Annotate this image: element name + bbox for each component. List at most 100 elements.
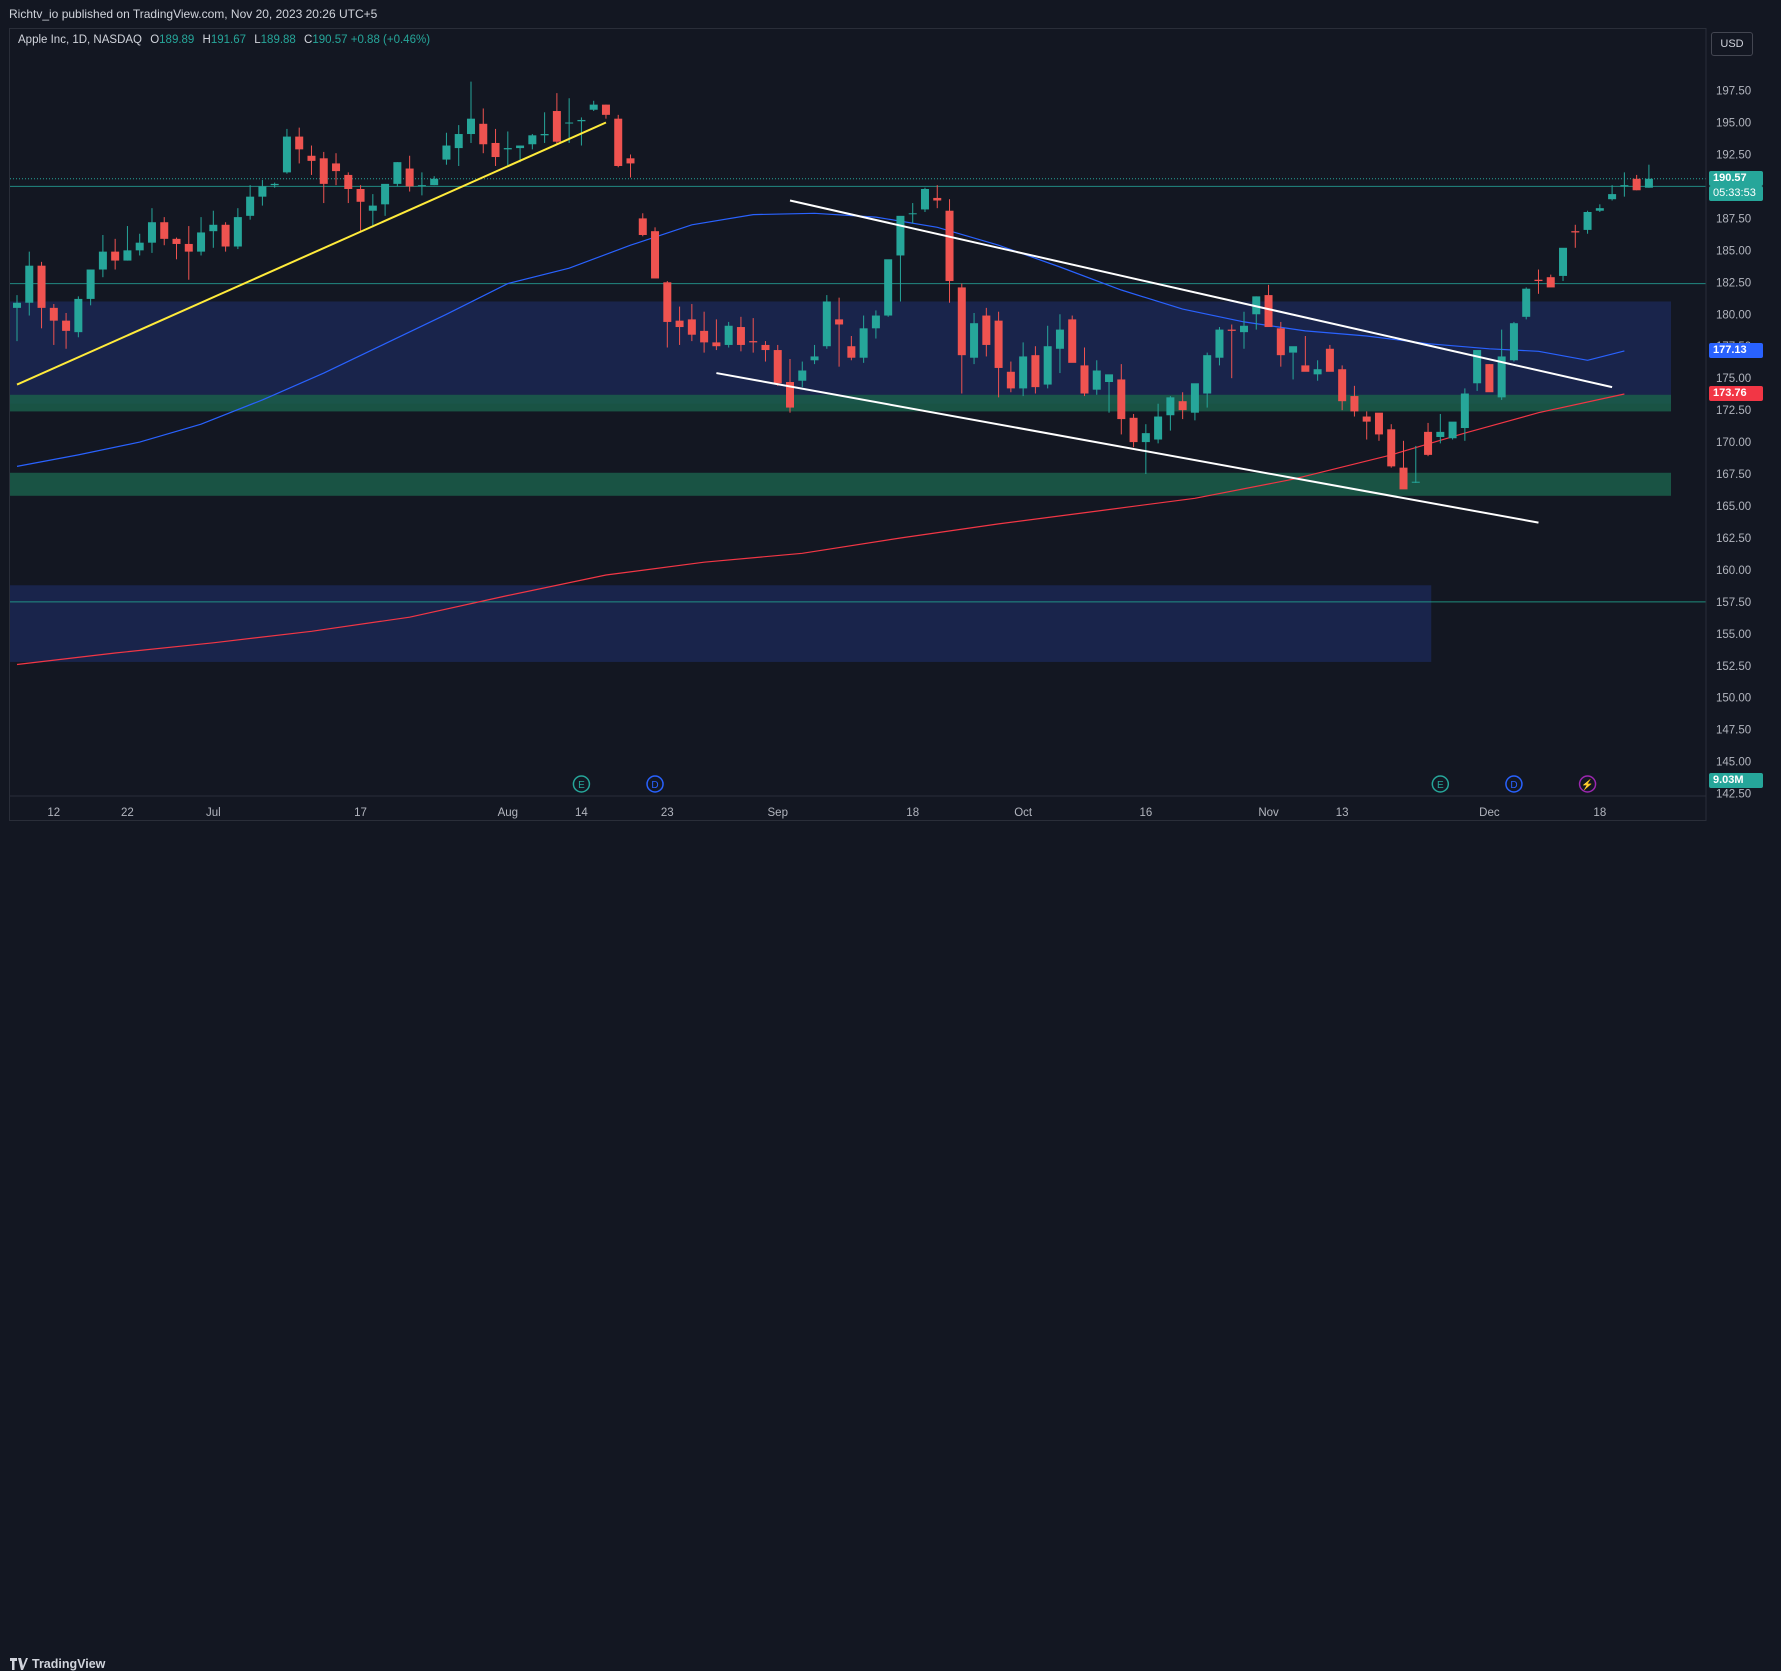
candle — [1289, 346, 1298, 380]
candle — [123, 226, 132, 261]
candle — [859, 315, 868, 363]
candle — [749, 318, 758, 353]
candle — [1546, 274, 1555, 288]
candle-body — [184, 243, 193, 252]
candle-body — [1411, 481, 1420, 483]
candle — [1534, 269, 1543, 294]
candle-body — [1105, 374, 1114, 383]
trendline-white-1 — [789, 199, 1613, 389]
candle-body — [258, 186, 267, 197]
y-tick-label: 160.00 — [1716, 565, 1751, 577]
close-label: C — [304, 34, 313, 46]
candle-body — [197, 232, 206, 252]
candle-body — [37, 265, 46, 308]
candle-body — [687, 319, 696, 335]
candle — [1031, 346, 1040, 394]
candle-body — [847, 346, 856, 358]
candle-body — [1460, 393, 1469, 429]
x-tick-label: 18 — [906, 807, 919, 819]
trendline-white-2 — [716, 372, 1539, 524]
candle-body — [1117, 379, 1126, 420]
candle — [1141, 424, 1150, 475]
publish-info: Richtv_io published on TradingView.com, … — [9, 7, 378, 21]
candle — [884, 259, 893, 317]
candle-body — [1215, 329, 1224, 358]
x-tick-label: Dec — [1479, 807, 1500, 819]
candle-body — [1129, 417, 1138, 443]
candle — [651, 227, 660, 279]
candle-body — [945, 210, 954, 282]
candle-body — [1190, 383, 1199, 413]
volume-price-label: 9.03M — [1709, 773, 1763, 788]
candle — [442, 132, 451, 165]
event-label: D — [651, 780, 658, 791]
candle — [1448, 421, 1457, 440]
symbol-label[interactable]: Apple Inc, 1D, NASDAQ — [18, 34, 142, 46]
candle-body — [1325, 348, 1334, 372]
candle — [356, 185, 365, 232]
candle-body — [1632, 178, 1641, 191]
candle — [1080, 347, 1089, 397]
candle — [258, 180, 267, 206]
candle-body — [1006, 371, 1015, 389]
candle-body — [700, 330, 709, 343]
candle — [724, 321, 733, 348]
y-tick-label: 167.50 — [1716, 469, 1751, 481]
candle-body — [1080, 365, 1089, 394]
candle — [295, 127, 304, 164]
y-tick-label: 180.00 — [1716, 309, 1751, 321]
tradingview-brand[interactable]: TradingView — [32, 1657, 106, 1671]
candle-body — [405, 168, 414, 187]
candle-body — [454, 134, 463, 149]
ma-blue-price-label: 177.13 — [1709, 342, 1763, 358]
candle-body — [1203, 355, 1212, 394]
candle — [1460, 388, 1469, 441]
candle-body — [74, 298, 83, 333]
candle — [1424, 422, 1433, 457]
y-tick-label: 182.50 — [1716, 277, 1751, 289]
candle-body — [368, 205, 377, 211]
candle-body — [49, 307, 58, 321]
y-tick-label: 197.50 — [1716, 86, 1751, 98]
candle-body — [761, 344, 770, 351]
candle — [1583, 210, 1592, 234]
candle — [1325, 344, 1334, 372]
candle-body — [896, 215, 905, 256]
candle-body — [381, 183, 390, 205]
candle — [62, 312, 71, 349]
candle — [49, 304, 58, 345]
chart-frame[interactable] — [9, 28, 1771, 821]
candle — [982, 307, 991, 357]
candle — [1154, 403, 1163, 444]
candle-body — [540, 134, 549, 136]
y-tick-label: 185.00 — [1716, 245, 1751, 257]
candle-body — [1362, 416, 1371, 422]
currency-button[interactable]: USD — [1711, 32, 1753, 56]
candle-body — [1522, 288, 1531, 317]
candle — [282, 128, 291, 174]
candle — [1105, 374, 1114, 413]
candle — [516, 145, 525, 163]
candle — [822, 295, 831, 349]
candlestick-chart[interactable]: EDED⚡197.50195.00192.50190.00187.50185.0… — [0, 0, 1781, 822]
candle-body — [25, 265, 34, 303]
candle — [957, 283, 966, 394]
candle-body — [933, 197, 942, 201]
zone-blue-3 — [10, 585, 1432, 662]
candle — [246, 185, 255, 220]
candle — [1350, 385, 1359, 417]
candle-body — [798, 370, 807, 381]
candle-body — [884, 259, 893, 316]
candle-body — [1227, 329, 1236, 331]
y-tick-label: 192.50 — [1716, 149, 1751, 161]
candle-body — [773, 350, 782, 384]
candle-body — [1583, 212, 1592, 230]
candle — [773, 344, 782, 386]
x-tick-label: Jul — [206, 807, 221, 819]
change-value: +0.88 (+0.46%) — [350, 34, 431, 46]
candle — [1166, 396, 1175, 431]
candle-body — [123, 250, 132, 261]
candle — [393, 162, 402, 187]
candle-body — [295, 136, 304, 150]
y-tick-label: 155.00 — [1716, 629, 1751, 641]
